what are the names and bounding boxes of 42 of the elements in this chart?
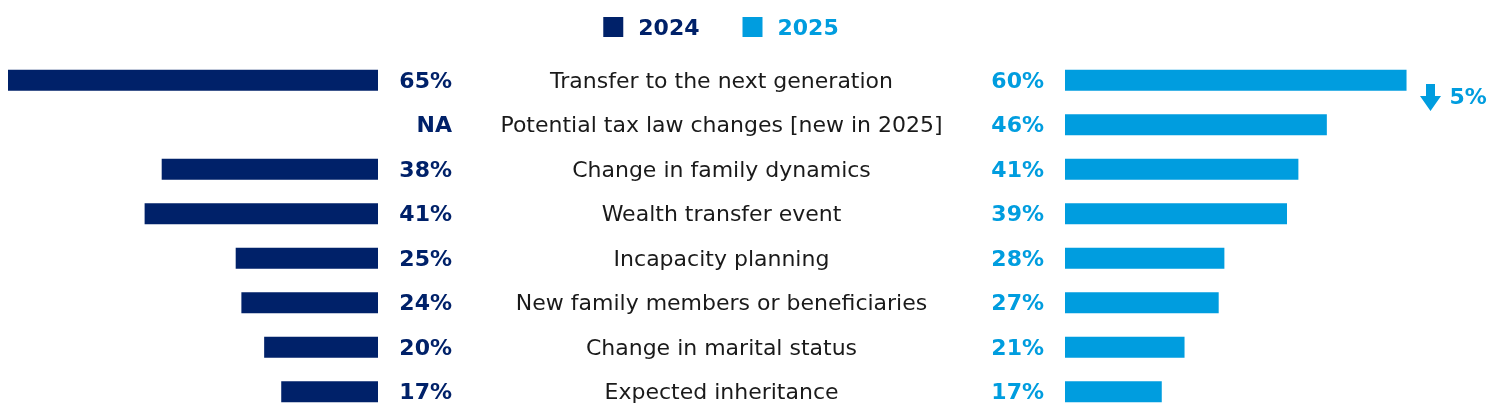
data-label: 17% (399, 379, 452, 405)
bar (1065, 69, 1407, 91)
bar (1065, 158, 1299, 180)
data-label: 28% (991, 245, 1044, 271)
data-label: 20% (399, 334, 452, 360)
text: NA (416, 112, 452, 138)
bar (1065, 114, 1327, 136)
y-tick-label: Incapacity planning (613, 245, 830, 271)
bar (1065, 381, 1162, 403)
data-label: 65% (399, 67, 452, 93)
bar (1065, 292, 1219, 314)
data-label: 46% (991, 112, 1044, 138)
data-label: 21% (991, 334, 1044, 360)
annotation: 5% (1449, 83, 1487, 109)
data-label: 38% (399, 156, 452, 182)
legend-label: 2025 (777, 14, 839, 40)
bar (8, 69, 378, 91)
data-label: 27% (991, 290, 1044, 316)
legend-label: 2024 (638, 14, 700, 40)
bar (241, 292, 378, 314)
y-tick-label: Change in marital status (585, 334, 858, 360)
y-tick-label: Transfer to the next generation (548, 67, 894, 93)
bar (281, 381, 378, 403)
bar (161, 158, 378, 180)
data-label: 17% (991, 379, 1044, 405)
data-label: 25% (399, 245, 452, 271)
y-tick-label: Wealth transfer event (601, 201, 842, 227)
bar (235, 247, 378, 269)
y-tick-label: Expected inheritance (604, 379, 839, 405)
bar (144, 203, 378, 225)
data-label: 60% (991, 67, 1044, 93)
data-label: 41% (991, 156, 1044, 182)
data-label: 41% (399, 201, 452, 227)
bar (1065, 203, 1287, 225)
bar (264, 336, 378, 358)
y-tick-label: Change in family dynamics (572, 156, 871, 182)
data-label: 39% (991, 201, 1044, 227)
y-tick-label: Potential tax law changes [new in 2025] (500, 112, 943, 138)
data-label: 24% (399, 290, 452, 316)
y-tick-label: New family members or beneficiaries (515, 290, 928, 316)
bar (1065, 247, 1225, 269)
bar (1065, 336, 1185, 358)
